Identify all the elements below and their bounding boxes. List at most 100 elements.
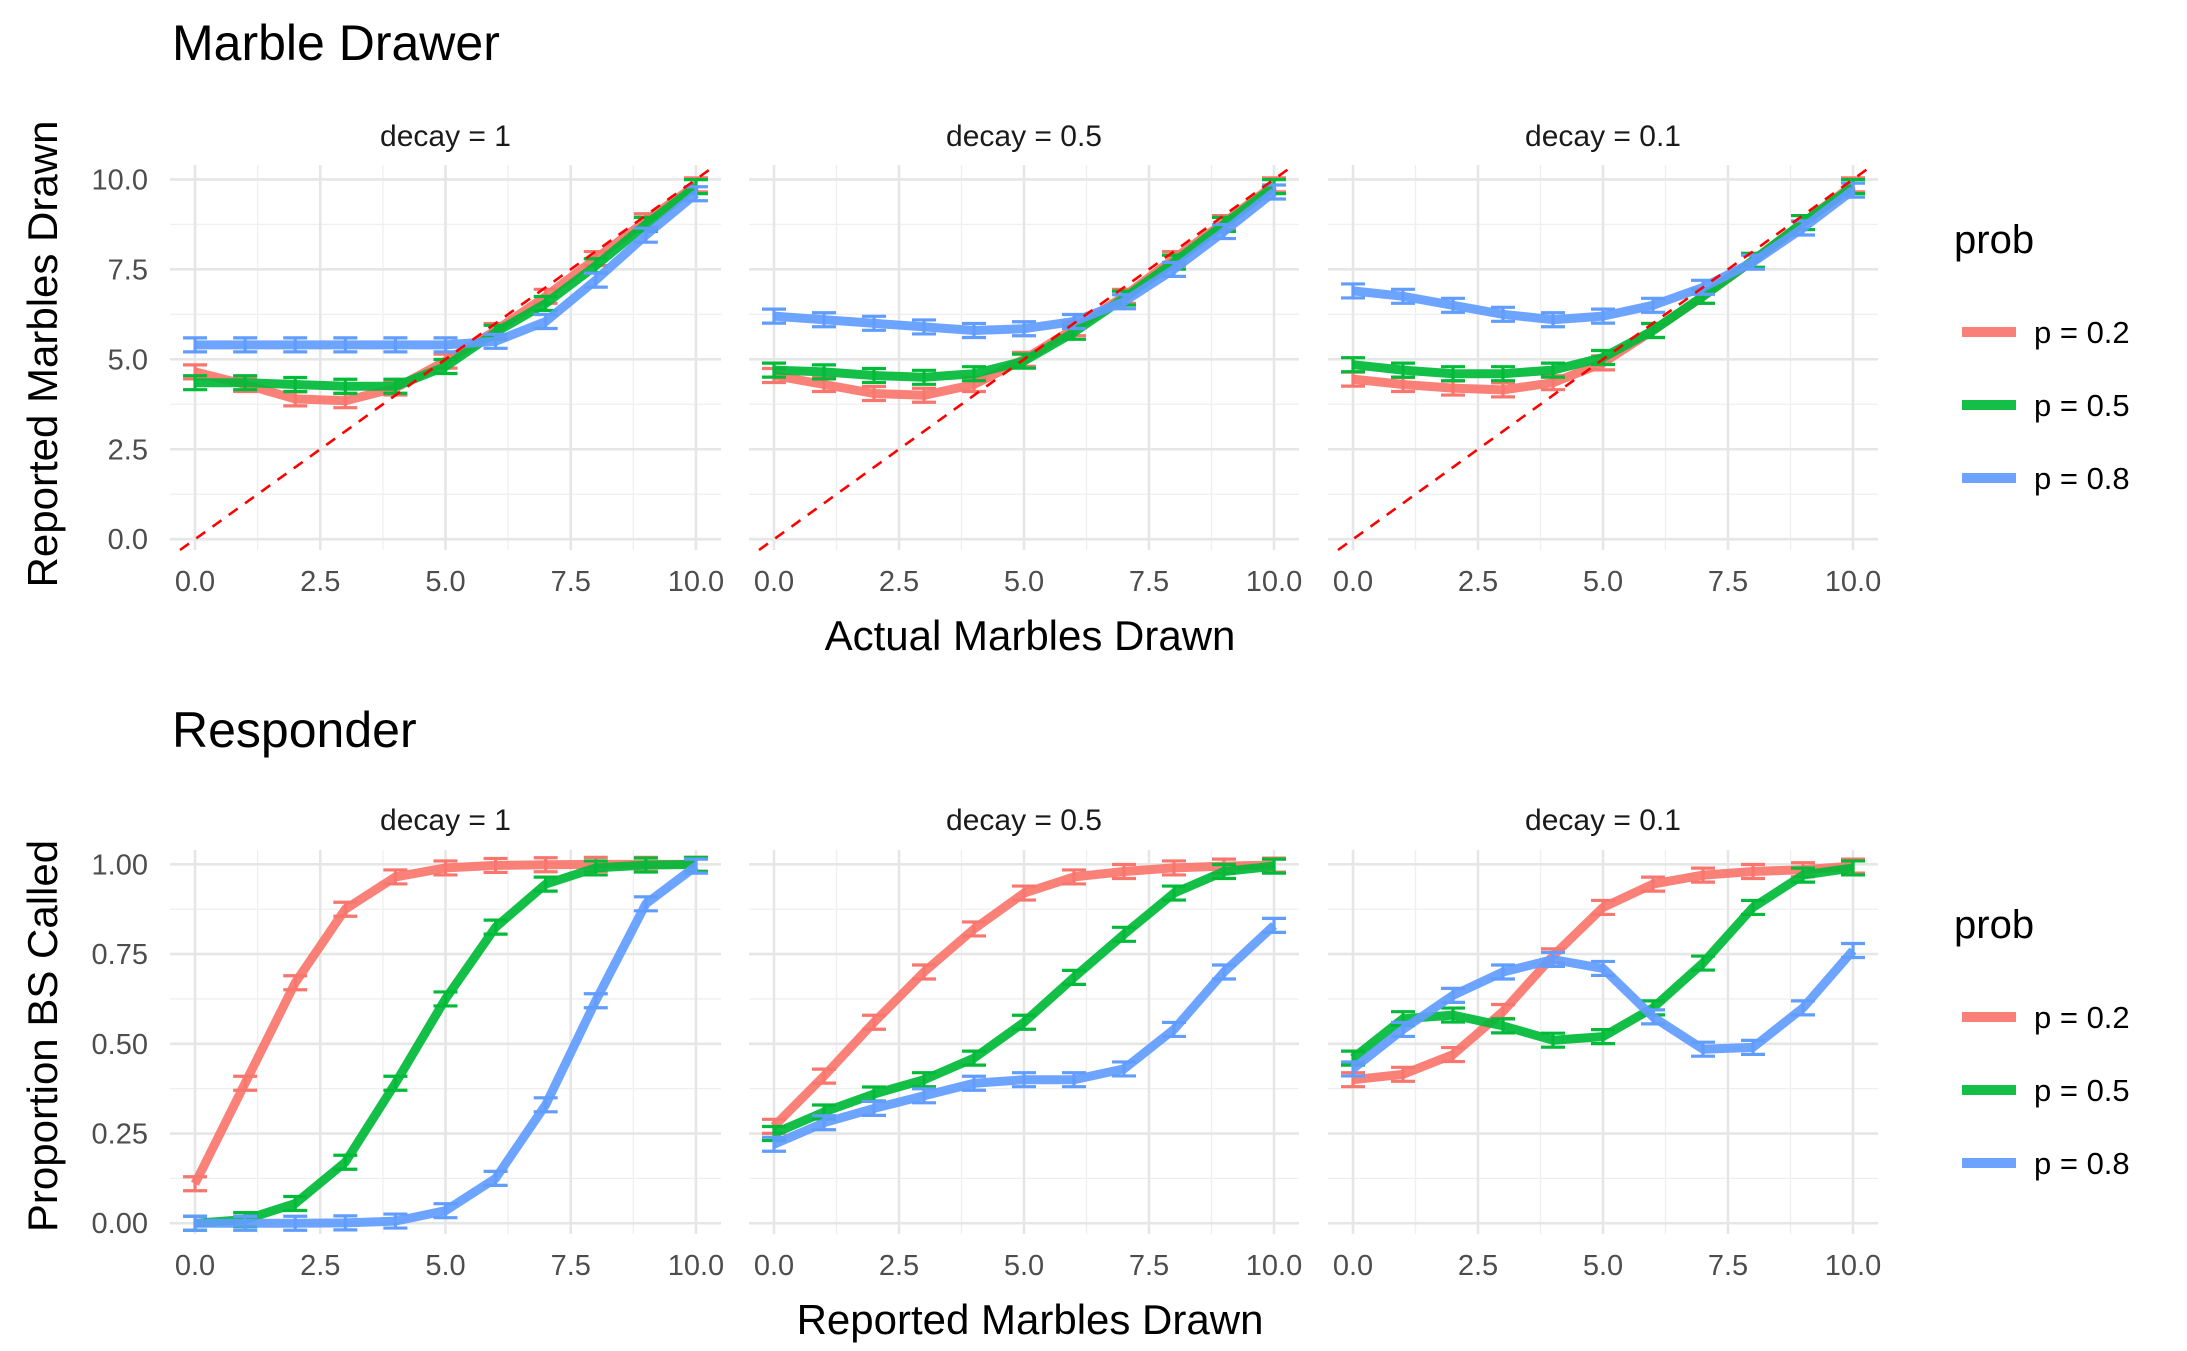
error-bar [533,856,558,874]
error-bar [333,900,358,918]
error-bar [1012,352,1036,370]
facet-strip-label: decay = 0.1 [1525,804,1681,837]
error-bar [1541,950,1565,969]
error-bar [962,1074,986,1092]
error-bar [333,1214,358,1232]
x-tick-label: 5.0 [1583,566,1623,598]
error-bar [962,321,986,340]
x-tick-label: 7.5 [1708,1250,1748,1282]
x-tick-label: 10.0 [1825,1250,1881,1282]
error-bar [433,990,458,1008]
facet-strip-label: decay = 1 [380,120,511,153]
legend-title: prob [1954,218,2034,262]
error-bar [1641,1008,1665,1026]
error-bar [183,374,208,392]
error-bar [1062,968,1086,987]
error-bar [633,856,658,874]
error-bar [1212,222,1236,241]
error-bar [1062,1071,1086,1089]
y-tick-label: 10.0 [92,164,148,196]
error-bar [683,185,708,203]
error-bar [683,857,708,875]
error-bar [1641,296,1665,314]
error-bar [862,384,886,403]
legend-label: p = 0.8 [2034,1146,2130,1181]
responder-panel-1: decay = 1 0.0 2.5 5.0 7.5 10.0 0.00 0.25 0.50 0.7… [92,804,725,1282]
y-tick-label: 0.00 [92,1208,148,1240]
error-bar [183,1175,208,1193]
error-bar [383,868,408,886]
x-tick-label: 10.0 [1246,566,1302,598]
drawer-panel-3: decay = 0.1 0.0 2.5 5.0 7.5 10.0 [1328,120,1881,598]
legend-bottom: prob p = 0.2 p = 0.5 p = 0.8 [1954,903,2130,1181]
drawer-panel-2: decay = 0.5 0.0 2.5 5.0 7.5 10.0 [749,120,1302,598]
facet-strip-label: decay = 0.5 [946,120,1102,153]
error-bar [1541,361,1565,379]
error-bar [283,1214,308,1232]
x-tick-label: 2.5 [300,566,340,598]
error-bar [1691,1040,1715,1058]
error-bar [1691,866,1715,884]
error-bar [1591,1028,1615,1046]
error-bar [812,363,836,381]
error-bar [483,332,508,350]
error-bar [762,307,786,325]
error-bar [283,336,308,354]
x-tick-label: 2.5 [879,1250,919,1282]
x-tick-label: 0.0 [754,566,794,598]
top-x-axis-title: Actual Marbles Drawn [825,612,1236,659]
error-bar [1162,260,1186,278]
error-bar [1541,311,1565,329]
x-tick-label: 0.0 [175,1250,215,1282]
error-bar [912,368,936,386]
error-bar [583,992,608,1010]
error-bar [1012,1071,1036,1089]
error-bar [812,311,836,329]
error-bar [1391,1065,1415,1083]
error-bar [1491,963,1515,981]
error-bar [533,312,558,331]
error-bar [1212,862,1236,881]
error-bar [1391,287,1415,305]
error-bar [233,1074,258,1092]
error-bar [812,1067,836,1085]
x-tick-label: 5.0 [425,566,465,598]
error-bar [962,1049,986,1067]
y-tick-label: 0.50 [92,1029,148,1061]
error-bar [583,859,608,877]
error-bar [1162,884,1186,902]
error-bar [1491,381,1515,399]
error-bar [1062,312,1086,331]
x-tick-label: 5.0 [1004,1250,1044,1282]
y-tick-label: 0.0 [108,524,148,556]
error-bar [1591,307,1615,325]
error-bar [1791,866,1815,884]
error-bar [862,1013,886,1031]
error-bar [1012,1013,1036,1031]
error-bar [1012,320,1036,338]
y-tick-label: 0.75 [92,939,148,971]
top-y-axis-title: Reported Marbles Drawn [19,121,66,588]
error-bar [862,1099,886,1117]
bottom-chart-title: Responder [172,702,417,758]
error-bar [1741,898,1765,917]
error-bar [233,1214,258,1232]
error-bar [433,859,458,877]
top-chart-title: Marble Drawer [172,15,500,71]
error-bar [1741,862,1765,881]
error-bar [1441,296,1465,314]
legend-label: p = 0.2 [2034,1000,2130,1035]
error-bar [333,336,358,354]
error-bar [1741,253,1765,271]
error-bar [1591,898,1615,917]
y-tick-label: 5.0 [108,344,148,376]
x-tick-label: 7.5 [1708,566,1748,598]
error-bar [433,1202,458,1220]
error-bar [233,336,258,354]
y-tick-label: 7.5 [108,254,148,286]
error-bar [1391,361,1415,379]
error-bar [1441,365,1465,383]
error-bar [762,1135,786,1153]
x-tick-label: 2.5 [879,566,919,598]
